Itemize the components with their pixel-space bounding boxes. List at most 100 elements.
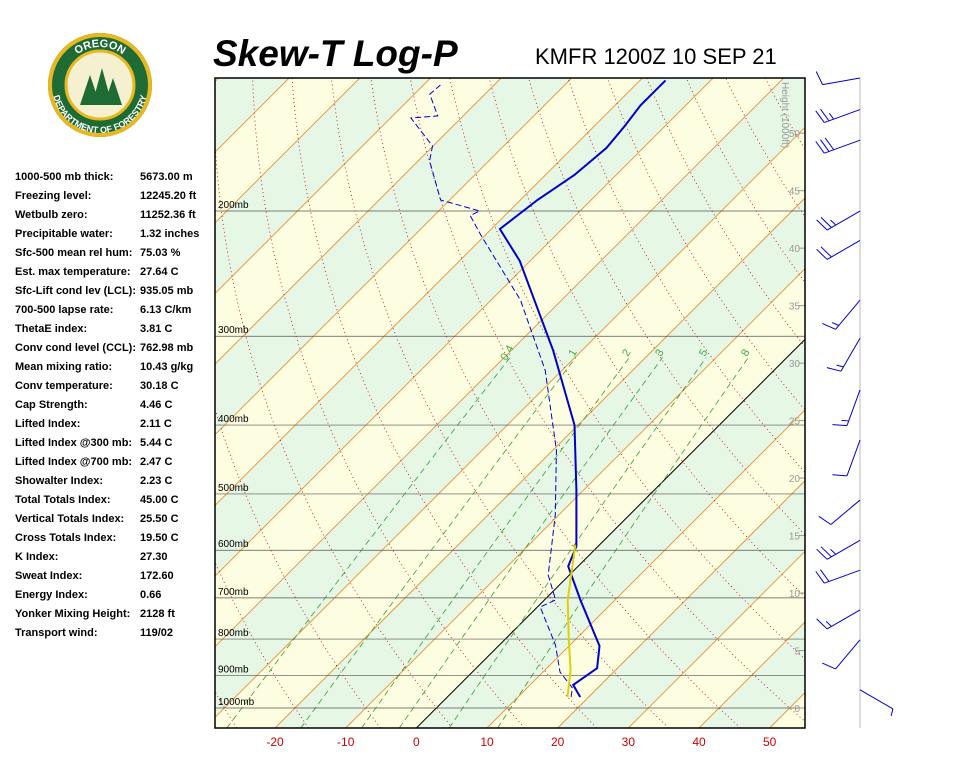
- axes: -30 -20 -10 0 10 20 30 40 50: [213, 77, 806, 749]
- barb-part: [826, 539, 861, 560]
- barb-part: [835, 639, 861, 670]
- isotherm: [486, 409, 805, 728]
- wind-barb: [815, 108, 861, 124]
- height-label: 50: [789, 129, 801, 140]
- dry-adiabat: [449, 78, 805, 660]
- mixing-ratio-line: [300, 357, 577, 728]
- height-label: 45: [789, 187, 801, 198]
- barb-part: [831, 322, 839, 326]
- stat-value: 172.60: [140, 570, 174, 582]
- stat-value: 2.47 C: [140, 456, 172, 468]
- mixing-ratio-label: 8: [739, 347, 752, 358]
- stat-value: 45.00 C: [140, 494, 179, 506]
- mixing-ratio-line: [398, 357, 663, 728]
- height-label: 20: [789, 474, 801, 485]
- barb-part: [818, 515, 832, 525]
- wind-barb: [816, 539, 861, 560]
- barb-part: [815, 71, 824, 85]
- stat-value: 6.13 C/km: [140, 304, 192, 316]
- mixing-ratio-label: 3: [653, 347, 666, 358]
- stat-value: 19.50 C: [140, 532, 179, 544]
- isotherm: [274, 197, 805, 728]
- mixing-ratio-label: 2: [620, 347, 633, 358]
- pressure-label: 500mb: [218, 483, 249, 494]
- x-tick-label: -20: [266, 735, 284, 749]
- mixing-ratio-line: [361, 357, 630, 728]
- pressure-label: 600mb: [218, 539, 249, 550]
- barb-part: [816, 548, 828, 560]
- stat-label: Conv cond level (CCL):: [15, 342, 136, 354]
- barb-part: [820, 139, 830, 152]
- barb-part: [830, 548, 837, 555]
- wind-barb: [816, 240, 861, 260]
- stats: 1000-500 mb thick: 5673.00 m Freezing leve…: [15, 171, 199, 639]
- sounding-line: [409, 84, 573, 698]
- stat-value: 10.43 g/kg: [140, 361, 193, 373]
- dry-adiabat: [215, 134, 453, 728]
- dry-adiabat: [923, 78, 960, 728]
- barb-part: [815, 110, 825, 123]
- stat-value: 4.46 C: [140, 399, 172, 411]
- chart-title: Skew-T Log-P: [213, 33, 458, 74]
- band: [215, 78, 805, 718]
- stat-value: 2128 ft: [140, 608, 175, 620]
- stat-label: Precipitable water:: [15, 228, 113, 240]
- stat-label: K Index:: [15, 551, 58, 563]
- mixing-ratio-line: [226, 357, 511, 728]
- barb-part: [824, 139, 861, 154]
- pressure-label: 400mb: [218, 414, 249, 425]
- isotherm: [215, 78, 431, 295]
- pressure-label: 200mb: [218, 200, 249, 211]
- isotherm: [215, 78, 785, 648]
- isotherm: [215, 78, 361, 224]
- stat-value: 27.30: [140, 551, 168, 563]
- height-label: 15: [789, 532, 801, 543]
- stat-label: 1000-500 mb thick:: [15, 171, 113, 183]
- wind-barb: [815, 569, 861, 584]
- wind-barb: [832, 389, 861, 427]
- logo: OREGON DEPARTMENT OF FORESTRY: [48, 33, 152, 137]
- stat-value: 0.66: [140, 589, 161, 601]
- barb-part: [815, 571, 825, 584]
- barb-part: [826, 240, 861, 260]
- barb-part: [846, 389, 861, 426]
- stat-value: 119/02: [140, 627, 173, 639]
- stat-label: Cap Strength:: [15, 399, 88, 411]
- wind-barb: [815, 137, 861, 154]
- barb-part: [824, 569, 861, 584]
- height-label: 5: [794, 647, 800, 658]
- x-tick-label: 0: [413, 735, 420, 749]
- stat-value: 27.64 C: [140, 266, 179, 278]
- height-label: 30: [789, 359, 801, 370]
- stat-label: 700-500 lapse rate:: [15, 304, 113, 316]
- chart-subtitle: KMFR 1200Z 10 SEP 21: [535, 44, 777, 69]
- stat-label: Est. max temperature:: [15, 266, 131, 278]
- barb-part: [820, 546, 832, 558]
- x-tick-label: 20: [551, 735, 565, 749]
- x-tick-label: -10: [337, 735, 355, 749]
- isotherm: [416, 338, 805, 728]
- barb-part: [820, 217, 832, 228]
- barb-part: [840, 338, 861, 372]
- barb-part: [822, 662, 836, 670]
- barb-part: [822, 322, 836, 330]
- barb-part: [816, 618, 828, 630]
- stat-label: Lifted Index @300 mb:: [15, 437, 132, 449]
- barb-part: [820, 569, 830, 582]
- stat-label: Lifted Index @700 mb:: [15, 456, 132, 468]
- barb-part: [836, 364, 844, 368]
- sounding-line: [566, 544, 577, 698]
- height-label: 40: [789, 244, 801, 255]
- dry-adiabat: [804, 78, 805, 80]
- wind-barb: [826, 338, 861, 372]
- wind-barb: [818, 499, 861, 525]
- isotherm: [628, 550, 805, 728]
- wind-barb: [822, 639, 861, 670]
- stat-label: Yonker Mixing Height:: [15, 608, 130, 620]
- stat-label: Vertical Totals Index:: [15, 513, 124, 525]
- barb-part: [841, 419, 849, 422]
- isotherm: [215, 126, 805, 719]
- wind-barb: [859, 689, 894, 717]
- barb-part: [826, 609, 861, 630]
- barb-part: [816, 248, 828, 260]
